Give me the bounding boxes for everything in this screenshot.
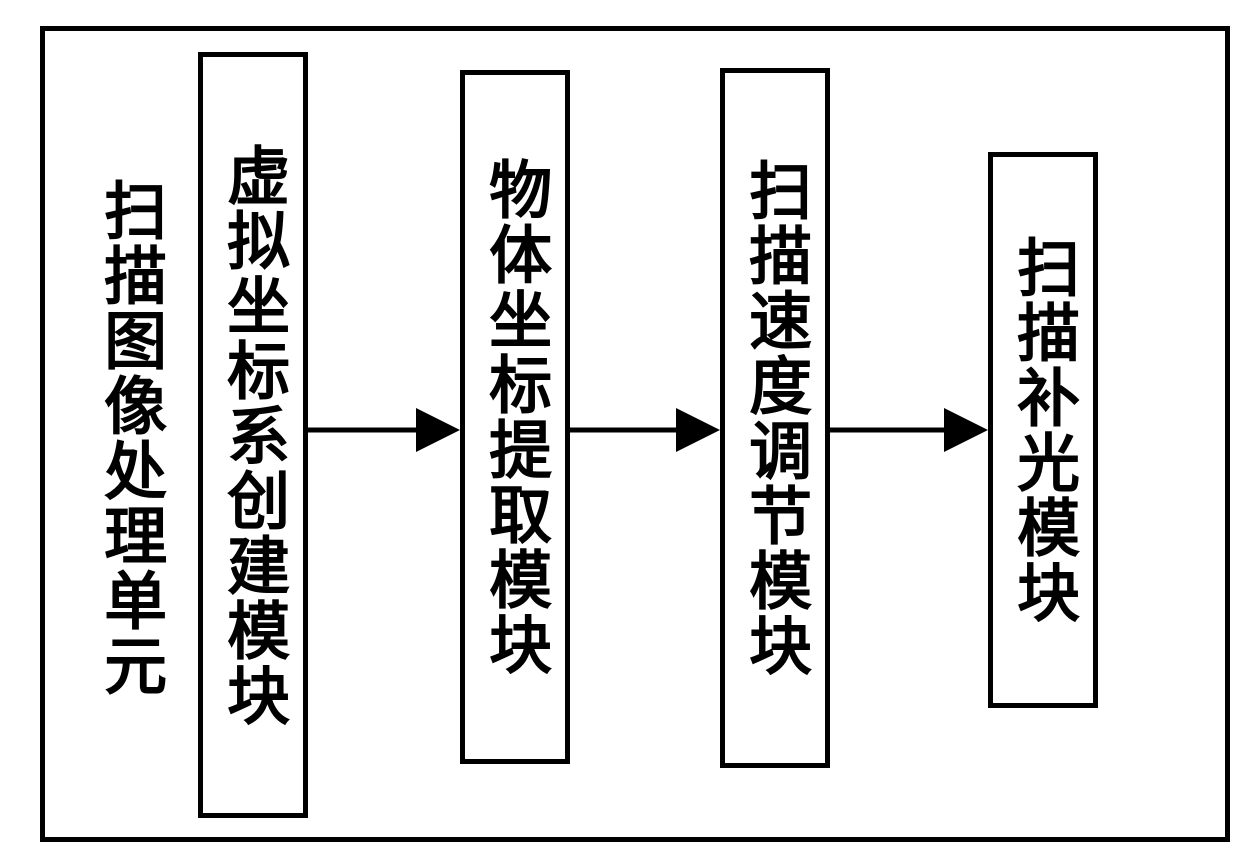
node-label: 扫描速度调节模块 (742, 158, 808, 678)
node-label: 扫描补光模块 (1010, 235, 1076, 625)
unit-title-text: 扫描图像处理单元 (97, 178, 163, 698)
unit-title-label: 扫描图像处理单元 (80, 108, 180, 768)
node-label: 物体坐标提取模块 (482, 157, 548, 677)
node-scan-fill-light-module: 扫描补光模块 (988, 152, 1098, 708)
node-label: 虚拟坐标系创建模块 (220, 143, 286, 728)
node-object-coord-extract-module: 物体坐标提取模块 (460, 70, 570, 764)
node-scan-speed-adjust-module: 扫描速度调节模块 (720, 68, 830, 768)
node-coord-create-module: 虚拟坐标系创建模块 (198, 52, 308, 818)
